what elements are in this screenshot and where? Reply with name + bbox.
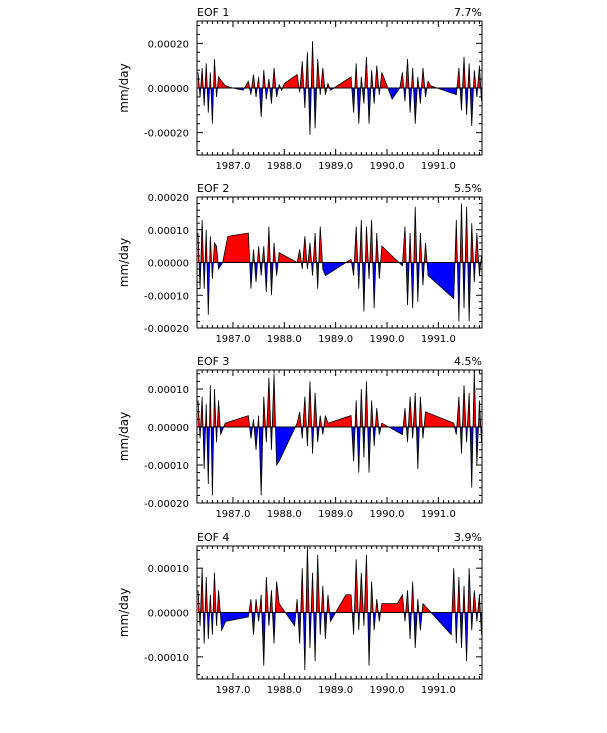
x-tick-label: 1988.0: [267, 161, 302, 172]
series-line: [197, 370, 482, 496]
eof-panel-2: 1987.0 1988.0 1989.0 1990.0 1991.0 0.00020 0.0…: [117, 182, 483, 345]
positive-area: [198, 370, 482, 427]
variance-label: 3.9%: [454, 531, 482, 544]
x-tick-label: 1988.0: [267, 509, 302, 520]
eof-panel-4: 1987.0 1988.0 1989.0 1990.0 1991.0 0.00010 0.0…: [117, 531, 483, 696]
y-tick-label: -0.00020: [144, 499, 189, 510]
x-tick-label: 1991.0: [421, 334, 456, 345]
variance-label: 7.7%: [454, 6, 482, 19]
y-tick-label: 0.00000: [148, 259, 189, 270]
eof-panel-1: 1987.0 1988.0 1989.0 1990.0 1991.0 0.00020 0.0…: [117, 6, 483, 172]
x-tick-label: 1989.0: [318, 334, 353, 345]
panel-title: EOF 2: [197, 182, 229, 195]
positive-area: [198, 203, 482, 263]
y-tick-label: 0.00000: [148, 84, 189, 95]
x-tick-label: 1991.0: [421, 685, 456, 696]
y-tick-label: -0.00020: [144, 129, 189, 140]
x-tick-label: 1989.0: [318, 161, 353, 172]
y-tick-label: 0.00010: [148, 385, 189, 396]
y-tick-label: -0.00010: [144, 291, 189, 302]
y-tick-label: -0.00010: [144, 461, 189, 472]
x-tick-label: 1987.0: [215, 685, 250, 696]
x-tick-label: 1988.0: [267, 685, 302, 696]
y-tick-label: -0.00020: [144, 324, 189, 335]
panel-title: EOF 3: [197, 355, 229, 368]
negative-area: [198, 262, 482, 322]
panel-title: EOF 1: [197, 6, 229, 19]
positive-area: [198, 546, 482, 613]
variance-label: 5.5%: [454, 182, 482, 195]
x-tick-label: 1988.0: [267, 334, 302, 345]
y-tick-label: -0.00010: [144, 653, 189, 664]
y-axis-label: mm/day: [117, 238, 131, 288]
panel-title: EOF 4: [197, 531, 229, 544]
x-tick-label: 1987.0: [215, 161, 250, 172]
negative-area: [198, 427, 482, 496]
x-tick-label: 1987.0: [215, 334, 250, 345]
x-tick-label: 1990.0: [370, 685, 405, 696]
x-tick-label: 1991.0: [421, 509, 456, 520]
eof-panel-3: 1987.0 1988.0 1989.0 1990.0 1991.0 0.00010 0.0…: [117, 355, 483, 520]
y-tick-label: 0.00020: [148, 39, 189, 50]
y-tick-label: 0.00010: [148, 564, 189, 575]
y-tick-label: 0.00000: [148, 423, 189, 434]
y-axis-label: mm/day: [117, 412, 131, 462]
y-tick-label: 0.00020: [148, 193, 189, 204]
x-tick-label: 1987.0: [215, 509, 250, 520]
x-tick-label: 1990.0: [370, 334, 405, 345]
x-tick-label: 1989.0: [318, 685, 353, 696]
x-tick-label: 1990.0: [370, 161, 405, 172]
x-tick-label: 1989.0: [318, 509, 353, 520]
series-line: [197, 546, 482, 671]
plot-frame: [196, 369, 483, 504]
y-axis-label: mm/day: [117, 588, 131, 638]
y-tick-label: 0.00010: [148, 226, 189, 237]
y-tick-label: 0.00000: [148, 609, 189, 620]
x-tick-label: 1991.0: [421, 161, 456, 172]
x-tick-label: 1990.0: [370, 509, 405, 520]
variance-label: 4.5%: [454, 355, 482, 368]
y-axis-label: mm/day: [117, 63, 131, 113]
series-line: [197, 203, 482, 322]
